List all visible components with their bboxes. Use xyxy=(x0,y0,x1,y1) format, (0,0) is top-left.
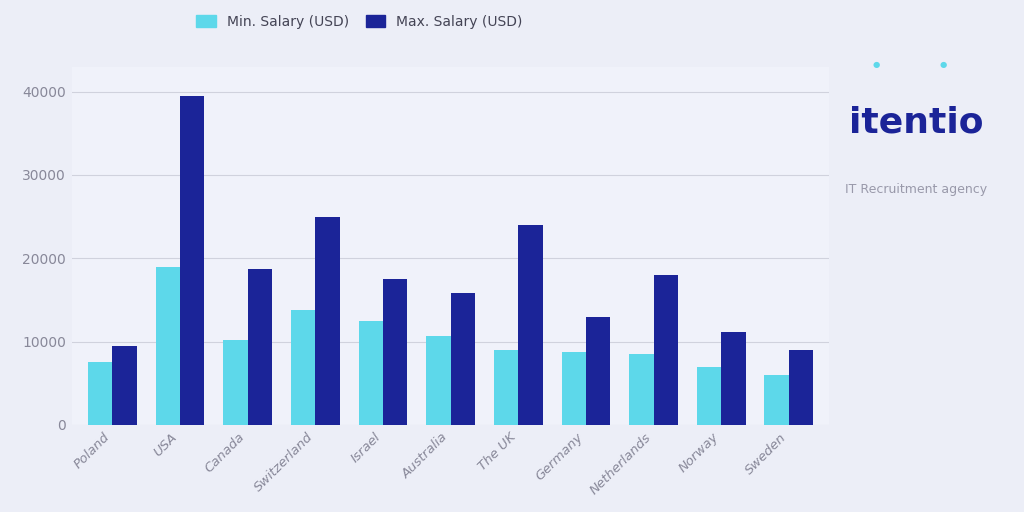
Bar xyxy=(426,336,451,425)
Bar xyxy=(248,269,272,425)
Bar xyxy=(561,352,586,425)
Bar xyxy=(494,350,518,425)
Bar xyxy=(88,362,113,425)
Bar xyxy=(586,316,610,425)
Bar xyxy=(653,275,678,425)
Bar xyxy=(156,267,180,425)
Text: ●: ● xyxy=(939,59,947,69)
Bar xyxy=(629,354,653,425)
Bar xyxy=(291,310,315,425)
Bar xyxy=(451,293,475,425)
Bar xyxy=(315,217,340,425)
Bar xyxy=(788,350,813,425)
Bar xyxy=(721,332,745,425)
Bar xyxy=(383,279,408,425)
Text: ●: ● xyxy=(872,59,881,69)
Bar xyxy=(518,225,543,425)
Bar xyxy=(765,375,788,425)
Bar xyxy=(113,346,136,425)
Legend: Min. Salary (USD), Max. Salary (USD): Min. Salary (USD), Max. Salary (USD) xyxy=(190,9,528,34)
Text: IT Recruitment agency: IT Recruitment agency xyxy=(846,183,987,196)
Bar xyxy=(697,367,721,425)
Bar xyxy=(223,340,248,425)
Bar xyxy=(358,321,383,425)
Bar xyxy=(180,96,205,425)
Text: itentio: itentio xyxy=(849,106,984,140)
